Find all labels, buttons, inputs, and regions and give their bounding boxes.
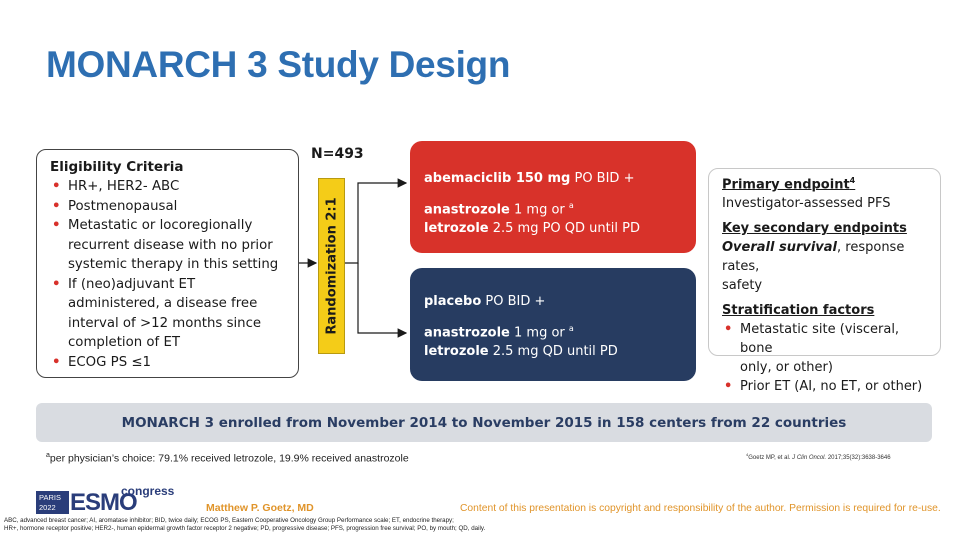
arrow-to-arm-2	[357, 263, 408, 338]
primary-endpoint-heading: Primary endpoint4	[722, 176, 856, 193]
randomization-label: Randomization 2:1	[324, 197, 339, 335]
treatment-arm-placebo: placebo PO BID + anastrozole 1 mg or a l…	[410, 268, 696, 381]
logo-city-year: PARIS 2022	[36, 491, 69, 514]
stratification-list: • Metastatic site (visceral, bone only, or…	[722, 320, 932, 396]
stratification-item: • Metastatic site (visceral, bone only, or…	[724, 322, 900, 376]
secondary-endpoint-heading: Key secondary endpoints	[722, 221, 907, 237]
eligibility-list: • HR+, HER2- ABC • Postmenopausal • Metasta…	[50, 177, 288, 372]
eligibility-item: • Metastatic or locoregionally recurrent d…	[52, 218, 279, 272]
page-title: MONARCH 3 Study Design	[46, 44, 511, 85]
arrow-to-arm-1	[345, 178, 408, 264]
abbreviations: ABC, advanced breast cancer; AI, aromata…	[4, 517, 486, 532]
primary-endpoint-text: Investigator-assessed PFS	[722, 196, 891, 212]
eligibility-item: • If (neo)adjuvant ET administered, a dise…	[52, 276, 262, 351]
sample-size-label: N=493	[311, 146, 364, 162]
stratification-item: • Prior ET (AI, no ET, or other)	[724, 379, 923, 395]
logo-congress: congress	[121, 484, 175, 498]
eligibility-item: • Postmenopausal	[52, 198, 178, 214]
randomization-box: Randomization 2:1	[318, 178, 345, 354]
eligibility-criteria-box: Eligibility Criteria • HR+, HER2- ABC • Po…	[36, 149, 299, 378]
eligibility-item: • ECOG PS ≤1	[52, 354, 151, 370]
secondary-endpoint-text: Overall survival, response rates, safety	[722, 240, 905, 294]
reference: 4Goetz MP, et al. J Clin Oncol. 2017;35(…	[746, 452, 891, 461]
esmo-logo: PARIS 2022 ESMO congress	[36, 484, 174, 516]
stratification-heading: Stratification factors	[722, 303, 875, 319]
copyright-notice: Content of this presentation is copyrigh…	[460, 503, 941, 514]
footnote: aper physician’s choice: 79.1% received …	[46, 452, 409, 465]
treatment-arm-abemaciclib: abemaciclib 150 mg PO BID + anastrozole …	[410, 141, 696, 253]
eligibility-item: • HR+, HER2- ABC	[52, 179, 180, 194]
eligibility-heading: Eligibility Criteria	[50, 159, 184, 175]
enrollment-banner: MONARCH 3 enrolled from November 2014 to…	[36, 403, 932, 442]
logo-brand: ESMO	[70, 489, 138, 516]
endpoints-box: Primary endpoint4 Investigator-assessed …	[708, 168, 941, 394]
presenter-name: Matthew P. Goetz, MD	[206, 502, 314, 514]
